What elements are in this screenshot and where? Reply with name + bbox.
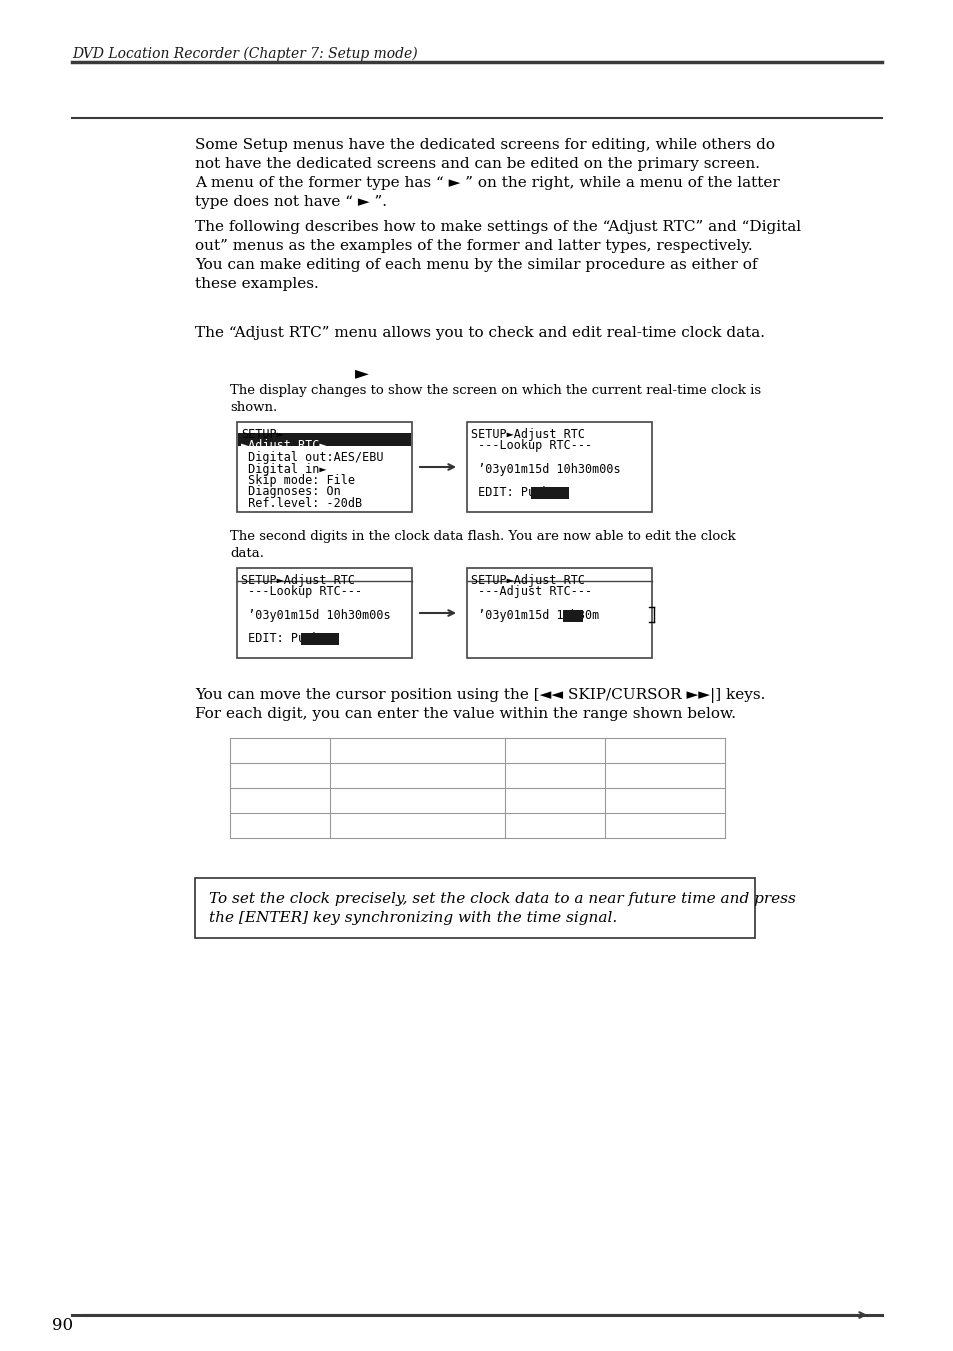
- Text: SETUP►: SETUP►: [241, 428, 283, 440]
- Text: shown.: shown.: [230, 401, 277, 413]
- Text: SETUP►Adjust RTC: SETUP►Adjust RTC: [471, 574, 584, 586]
- Text: not have the dedicated screens and can be edited on the primary screen.: not have the dedicated screens and can b…: [194, 157, 760, 172]
- Text: ---Adjust RTC---: ---Adjust RTC---: [471, 585, 592, 598]
- Text: type does not have “ ► ”.: type does not have “ ► ”.: [194, 195, 387, 209]
- Text: SETUP►Adjust RTC: SETUP►Adjust RTC: [241, 574, 355, 586]
- Bar: [236, 422, 412, 512]
- Text: ENTER!: ENTER!: [302, 632, 345, 646]
- Bar: [562, 609, 582, 621]
- Text: ’03y01m15d 10h30m00s: ’03y01m15d 10h30m00s: [471, 462, 620, 476]
- Text: ENTER!: ENTER!: [532, 486, 575, 500]
- Text: The following describes how to make settings of the “Adjust RTC” and “Digital: The following describes how to make sett…: [194, 220, 801, 234]
- Text: the [ENTER] key synchronizing with the time signal.: the [ENTER] key synchronizing with the t…: [209, 911, 617, 925]
- Text: SETUP►Adjust RTC: SETUP►Adjust RTC: [471, 428, 584, 440]
- Bar: [531, 486, 569, 499]
- Bar: [301, 632, 339, 644]
- Text: Digital out:AES/EBU: Digital out:AES/EBU: [241, 451, 383, 463]
- Text: You can move the cursor position using the [◄◄ SKIP/CURSOR ►►|] keys.: You can move the cursor position using t…: [194, 688, 764, 703]
- Text: Digital in►: Digital in►: [241, 462, 326, 476]
- Text: Diagnoses: On: Diagnoses: On: [241, 485, 340, 499]
- Text: The second digits in the clock data flash. You are now able to edit the clock: The second digits in the clock data flas…: [230, 530, 735, 543]
- Text: 00s: 00s: [563, 609, 584, 623]
- Text: data.: data.: [230, 547, 264, 561]
- Text: these examples.: these examples.: [194, 277, 318, 290]
- Text: For each digit, you can enter the value within the range shown below.: For each digit, you can enter the value …: [194, 707, 735, 721]
- Text: A menu of the former type has “ ► ” on the right, while a menu of the latter: A menu of the former type has “ ► ” on t…: [194, 176, 779, 190]
- Text: The display changes to show the screen on which the current real-time clock is: The display changes to show the screen o…: [230, 384, 760, 397]
- Text: ►: ►: [355, 363, 369, 382]
- Text: ►Adjust RTC►: ►Adjust RTC►: [241, 439, 326, 453]
- Text: EDIT: Push: EDIT: Push: [241, 631, 326, 644]
- Text: EDIT: Push: EDIT: Push: [471, 485, 556, 499]
- Bar: [467, 422, 651, 512]
- Bar: [236, 567, 412, 658]
- Text: You can make editing of each menu by the similar procedure as either of: You can make editing of each menu by the…: [194, 258, 757, 272]
- Bar: [237, 434, 411, 446]
- Text: DVD Location Recorder (Chapter 7: Setup mode): DVD Location Recorder (Chapter 7: Setup …: [71, 47, 417, 61]
- Text: ’03y01m15d 10h30m00s: ’03y01m15d 10h30m00s: [241, 608, 390, 621]
- Text: 90: 90: [52, 1317, 73, 1333]
- Text: To set the clock precisely, set the clock data to a near future time and press: To set the clock precisely, set the cloc…: [209, 892, 795, 907]
- Text: Some Setup menus have the dedicated screens for editing, while others do: Some Setup menus have the dedicated scre…: [194, 138, 774, 153]
- Text: Skip mode: File: Skip mode: File: [241, 474, 355, 486]
- Text: ’03y01m15d 10h30m: ’03y01m15d 10h30m: [471, 608, 598, 621]
- Text: ---Lookup RTC---: ---Lookup RTC---: [241, 585, 362, 598]
- Text: The “Adjust RTC” menu allows you to check and edit real-time clock data.: The “Adjust RTC” menu allows you to chec…: [194, 326, 764, 340]
- Text: ---Lookup RTC---: ---Lookup RTC---: [471, 439, 592, 453]
- Bar: [467, 567, 651, 658]
- Bar: [194, 878, 754, 938]
- Text: Ref.level: -20dB: Ref.level: -20dB: [241, 497, 362, 509]
- Text: out” menus as the examples of the former and latter types, respectively.: out” menus as the examples of the former…: [194, 239, 752, 253]
